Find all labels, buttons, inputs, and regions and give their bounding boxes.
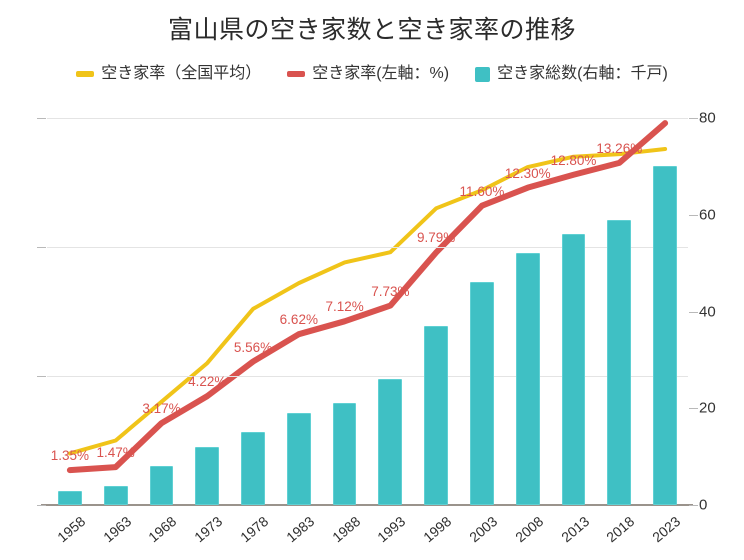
- gridline: [47, 247, 688, 248]
- x-axis-tick-label: 1993: [374, 513, 409, 546]
- data-point-label: 13.26%: [596, 140, 643, 156]
- y-axis-right-tick-label: 60: [699, 206, 716, 224]
- data-point-label: 11.60%: [459, 183, 505, 199]
- bar[interactable]: [424, 326, 449, 505]
- bar[interactable]: [378, 379, 403, 505]
- y-axis-right-tick-label: 40: [699, 303, 716, 320]
- y-axis-right-tickmark: [689, 311, 698, 313]
- bar[interactable]: [561, 234, 586, 505]
- bar[interactable]: [149, 466, 174, 505]
- y-axis-left-tickmark: [37, 247, 46, 248]
- legend-line-icon: [76, 71, 95, 77]
- data-point-label: 5.56%: [233, 339, 273, 355]
- x-axis-tick-label: 1978: [237, 513, 272, 546]
- data-point-label: 7.73%: [371, 283, 410, 299]
- bar[interactable]: [653, 166, 677, 505]
- bar[interactable]: [470, 282, 494, 505]
- data-point-label: 3.17%: [142, 401, 181, 417]
- x-axis-tick-label: 2003: [466, 513, 501, 546]
- y-axis-right-tickmark: [689, 408, 698, 410]
- legend-line-icon: [287, 71, 306, 77]
- data-point-label: 12.80%: [550, 152, 597, 168]
- x-axis-tick-label: 2018: [603, 513, 638, 546]
- bar[interactable]: [57, 490, 82, 505]
- bar[interactable]: [241, 432, 265, 505]
- plot-area: 0510150204060801958196319681973197819831…: [37, 110, 716, 545]
- chart-title: 富山県の空き家数と空き家率の推移: [167, 16, 576, 44]
- data-point-label: 7.12%: [325, 299, 364, 315]
- x-axis-tick-label: 2023: [649, 513, 684, 546]
- line-series-layer: [66, 120, 669, 474]
- legend-label: 空き家総数(右軸：千戸): [497, 65, 668, 82]
- x-axis-tick-label: 1988: [328, 513, 363, 546]
- legend-item[interactable]: 空き家総数(右軸：千戸): [475, 66, 668, 82]
- legend-label: 空き家率(左軸：%): [312, 65, 450, 82]
- bar[interactable]: [286, 413, 311, 505]
- legend-box-icon: [475, 66, 491, 82]
- bar[interactable]: [195, 446, 220, 505]
- data-point-label: 1.35%: [50, 448, 90, 464]
- y-axis-right-tick-label: 20: [699, 399, 716, 417]
- gridline: [47, 376, 688, 377]
- y-axis-right-tick-label: 0: [699, 496, 708, 514]
- legend-item[interactable]: 空き家率（全国平均）: [76, 66, 261, 82]
- x-axis-tick-label: 2008: [511, 513, 547, 546]
- x-axis-tick-label: 1983: [282, 513, 318, 546]
- y-axis-left-tickmark: [37, 118, 46, 119]
- legend-label: 空き家率（全国平均）: [101, 65, 262, 82]
- y-axis-left-tickmark: [37, 505, 46, 506]
- x-axis-line: [41, 504, 693, 506]
- x-axis-tick-label: 1968: [145, 513, 180, 546]
- data-point-label: 12.30%: [504, 165, 551, 181]
- bar[interactable]: [515, 253, 540, 505]
- gridline: [47, 118, 688, 119]
- y-axis-right-tick-label: 80: [699, 109, 716, 127]
- bar[interactable]: [103, 485, 128, 505]
- bar[interactable]: [607, 219, 632, 505]
- x-axis-tick-label: 1958: [54, 513, 89, 546]
- data-point-label: 6.62%: [279, 312, 318, 328]
- data-point-label: 1.47%: [96, 445, 135, 461]
- y-axis-right-tickmark: [689, 505, 698, 506]
- y-axis-right-tickmark: [689, 214, 698, 216]
- x-axis-tick-label: 1963: [99, 513, 134, 546]
- x-axis-tick-label: 1998: [420, 513, 455, 546]
- bar[interactable]: [332, 403, 357, 505]
- x-axis-tick-label: 2013: [557, 513, 592, 546]
- data-point-label: 4.22%: [188, 374, 227, 390]
- y-axis-right-tickmark: [689, 118, 698, 119]
- data-point-label: 9.79%: [417, 230, 456, 246]
- legend-item[interactable]: 空き家率(左軸：%): [287, 66, 449, 82]
- chart-legend: 空き家率（全国平均） 空き家率(左軸：%) 空き家総数(右軸：千戸): [0, 66, 744, 82]
- y-axis-left-tickmark: [37, 376, 46, 377]
- x-axis-tick-label: 1973: [191, 513, 226, 546]
